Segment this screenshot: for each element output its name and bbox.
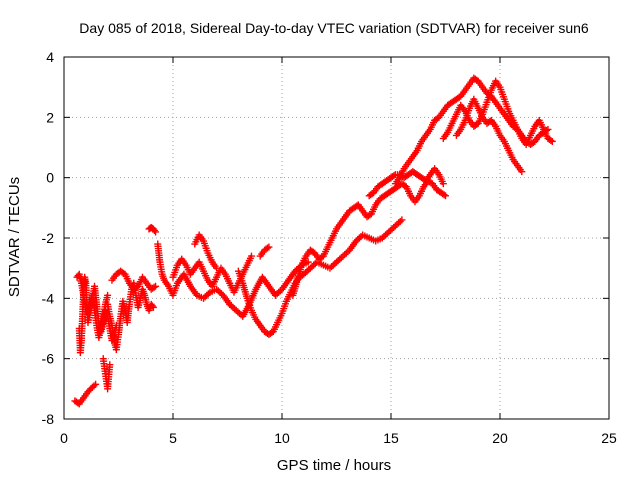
y-tick-label: -2 xyxy=(42,230,55,246)
sat-track-13-point xyxy=(442,192,449,200)
sat-track-6-point xyxy=(152,282,160,290)
x-tick-label: 25 xyxy=(601,430,617,446)
sat-track-16-point xyxy=(547,136,555,144)
data-points xyxy=(71,74,556,408)
sat-track-8-point xyxy=(304,258,312,266)
sat-track-7 xyxy=(145,223,160,236)
y-tick-label: 2 xyxy=(46,109,54,125)
y-tick-label: 4 xyxy=(46,49,54,65)
sat-track-12 xyxy=(256,243,273,260)
axis-ticks xyxy=(63,56,610,420)
y-tick-label: 0 xyxy=(46,170,54,186)
x-tick-label: 15 xyxy=(383,430,399,446)
sat-track-17-point xyxy=(518,168,526,176)
sat-track-1 xyxy=(71,380,100,408)
sat-track-4-point xyxy=(148,302,156,310)
sat-track-12-point xyxy=(263,244,271,252)
x-axis-title: GPS time / hours xyxy=(277,457,391,474)
y-tick-label: -6 xyxy=(42,351,55,367)
grid-lines xyxy=(64,57,609,419)
sat-track-7-point xyxy=(152,228,160,236)
sat-track-9-point xyxy=(247,252,255,260)
sat-track-10-point xyxy=(213,264,221,272)
sat-track-14-point xyxy=(439,180,447,188)
sat-track-17 xyxy=(452,95,526,176)
x-tick-label: 0 xyxy=(60,430,68,446)
sat-track-10 xyxy=(191,231,221,272)
sat-track-16 xyxy=(439,77,556,148)
sat-track-13-point xyxy=(440,191,448,199)
sat-track-1-point xyxy=(92,380,100,388)
x-tick-label: 5 xyxy=(169,430,177,446)
sat-track-3-point xyxy=(104,291,112,299)
tick-labels: 0 5 10 15 20 25 -8 -6 -4 -2 0 2 4 xyxy=(42,49,617,446)
sat-track-4-point xyxy=(149,303,157,311)
sat-track-5 xyxy=(99,355,114,393)
sat-track-6-point xyxy=(150,283,158,291)
y-axis-title: SDTVAR / TECUs xyxy=(6,177,23,297)
sat-track-12-point xyxy=(265,243,273,251)
sat-track-7-point xyxy=(150,226,158,234)
sat-track-11-point xyxy=(398,216,406,224)
sat-track-14 xyxy=(365,165,447,200)
y-tick-label: -8 xyxy=(42,411,55,427)
sat-track-5-point xyxy=(106,361,114,369)
x-tick-label: 10 xyxy=(274,430,290,446)
y-tick-label: -4 xyxy=(42,290,55,306)
sat-track-8 xyxy=(154,240,312,320)
sat-track-11 xyxy=(234,216,406,339)
chart-title: Day 085 of 2018, Sidereal Day-to-day VTE… xyxy=(79,20,589,36)
sat-track-14-point xyxy=(390,172,398,180)
sat-track-16-point xyxy=(548,137,556,145)
x-tick-label: 20 xyxy=(492,430,508,446)
sat-track-13 xyxy=(289,177,449,299)
sat-track-6 xyxy=(108,267,160,293)
